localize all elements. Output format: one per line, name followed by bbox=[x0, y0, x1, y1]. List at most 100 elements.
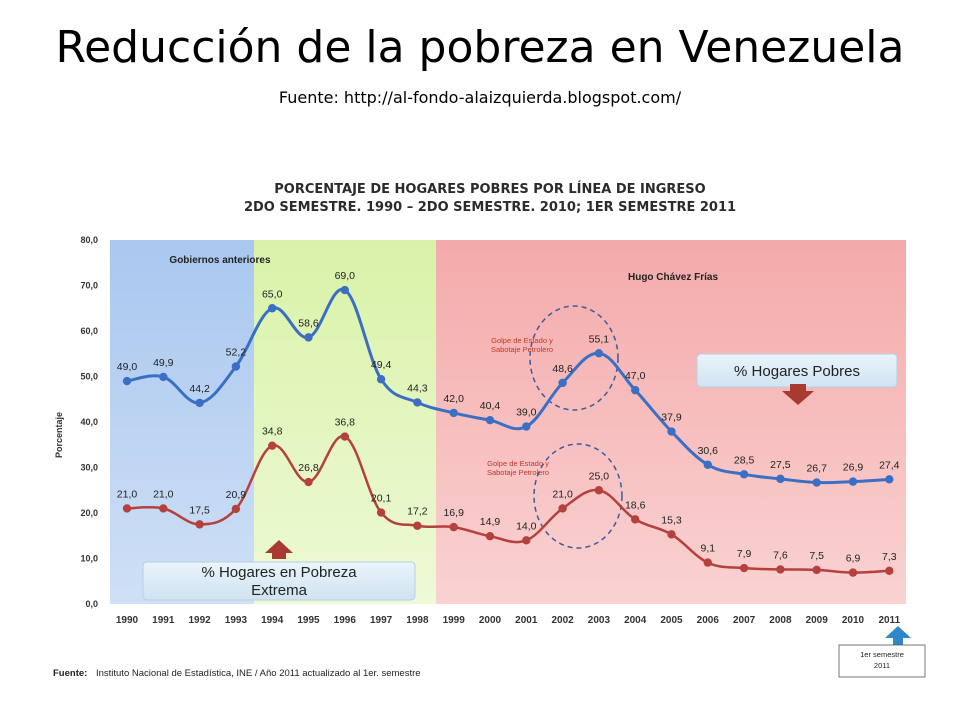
data-label-s1-1990: 21,0 bbox=[117, 488, 138, 500]
x-tick-label: 2002 bbox=[551, 615, 574, 626]
legend-label-poor: % Hogares Pobres bbox=[734, 363, 860, 380]
source-note: Fuente: Instituto Nacional de Estadístic… bbox=[53, 668, 421, 679]
data-point-s1-2011 bbox=[885, 566, 894, 575]
source-text: Instituto Nacional de Estadística, INE /… bbox=[96, 668, 421, 679]
data-point-s0-1995 bbox=[304, 333, 313, 342]
data-point-s0-1991 bbox=[159, 372, 168, 382]
data-label-s0-2004: 47,0 bbox=[625, 370, 646, 382]
data-label-s1-2008: 7,6 bbox=[773, 549, 788, 561]
data-point-s0-2000 bbox=[485, 415, 495, 425]
data-label-s1-2000: 14,9 bbox=[480, 516, 501, 528]
highlight-circle-poor-2003 bbox=[529, 305, 619, 411]
data-label-s0-2003: 55,1 bbox=[589, 333, 610, 345]
data-label-s1-1993: 20,9 bbox=[226, 489, 247, 501]
data-label-s0-2005: 37,9 bbox=[661, 412, 682, 424]
x-tick-label: 2009 bbox=[806, 615, 829, 626]
data-label-s1-1998: 17,2 bbox=[407, 506, 428, 518]
data-label-s0-1997: 49,4 bbox=[371, 359, 392, 371]
data-label-s1-1994: 34,8 bbox=[262, 426, 283, 438]
data-label-s1-2007: 7,9 bbox=[737, 548, 752, 560]
legend-label-extreme-line1: % Hogares en Pobreza bbox=[201, 564, 357, 581]
data-point-s1-2000 bbox=[485, 532, 495, 541]
data-point-s1-2009 bbox=[812, 565, 821, 575]
data-point-s1-2003 bbox=[594, 486, 604, 495]
data-point-s0-1997 bbox=[376, 375, 386, 384]
x-tick-label: 1991 bbox=[152, 615, 175, 626]
data-label-s1-2009: 7,5 bbox=[809, 550, 824, 562]
data-point-s0-1994 bbox=[268, 304, 277, 313]
data-point-s0-2002 bbox=[558, 378, 567, 388]
data-label-s1-2002: 21,0 bbox=[552, 488, 573, 500]
data-label-s1-1995: 26,8 bbox=[298, 462, 319, 474]
y-tick-label: 20,0 bbox=[80, 508, 98, 518]
y-tick-label: 70,0 bbox=[80, 281, 98, 291]
data-label-s0-2010: 26,9 bbox=[843, 462, 864, 474]
data-label-s0-2009: 26,7 bbox=[806, 463, 827, 475]
data-label-s0-2008: 27,5 bbox=[770, 459, 791, 471]
data-point-s0-2001 bbox=[522, 422, 531, 431]
data-point-s1-1998 bbox=[413, 521, 422, 530]
x-tick-label: 2007 bbox=[733, 615, 756, 626]
data-label-s0-1998: 44,3 bbox=[407, 382, 428, 394]
data-label-s1-2005: 15,3 bbox=[661, 514, 682, 526]
data-label-s0-1993: 52,2 bbox=[226, 346, 247, 358]
data-point-s0-1992 bbox=[195, 398, 204, 408]
data-label-s1-1997: 20,1 bbox=[371, 493, 392, 505]
arrow-up-icon bbox=[265, 540, 293, 559]
data-label-s1-1992: 17,5 bbox=[189, 504, 210, 516]
data-point-s1-2004 bbox=[631, 515, 640, 524]
period-band-gobiernos-anteriores bbox=[110, 240, 254, 604]
source-prefix: Fuente: bbox=[53, 668, 87, 679]
data-point-s1-2010 bbox=[848, 568, 858, 577]
arrow-down-icon bbox=[782, 384, 814, 405]
data-point-s0-2007 bbox=[739, 470, 749, 479]
data-label-s1-2011: 7,3 bbox=[882, 551, 897, 563]
data-label-s0-1990: 49,0 bbox=[117, 361, 138, 373]
x-tick-label: 1990 bbox=[116, 615, 139, 626]
legend-label-extreme-line2: Extrema bbox=[251, 582, 308, 599]
series-line-1 bbox=[126, 435, 890, 574]
legend-box-extreme bbox=[142, 561, 416, 601]
data-point-s0-1999 bbox=[449, 408, 458, 418]
data-point-s0-2009 bbox=[812, 478, 821, 487]
data-point-s1-1994 bbox=[268, 441, 277, 450]
note-line1: 1er semestre bbox=[860, 650, 904, 659]
data-label-s0-1995: 58,6 bbox=[298, 317, 319, 329]
period-band-hugo-chavez bbox=[436, 240, 906, 604]
data-label-s1-1996: 36,8 bbox=[335, 417, 356, 429]
y-axis-label: Porcentaje bbox=[54, 412, 64, 458]
data-point-s1-2006 bbox=[703, 558, 712, 567]
data-label-s1-1999: 16,9 bbox=[443, 507, 464, 519]
data-point-s1-1993 bbox=[231, 504, 241, 514]
data-label-s0-1996: 69,0 bbox=[335, 270, 356, 282]
x-tick-label: 2006 bbox=[697, 615, 720, 626]
data-point-s0-2008 bbox=[776, 474, 785, 484]
data-label-s0-1992: 44,2 bbox=[189, 383, 210, 395]
x-tick-label: 1993 bbox=[225, 615, 248, 626]
x-tick-label: 2003 bbox=[588, 615, 611, 626]
x-tick-label: 1996 bbox=[334, 615, 357, 626]
data-label-s0-1991: 49,9 bbox=[153, 357, 174, 369]
data-point-s0-2010 bbox=[848, 477, 858, 486]
slide-title: Reducción de la pobreza en Venezuela bbox=[55, 22, 905, 73]
x-tick-label: 2005 bbox=[660, 615, 683, 626]
data-point-s1-1991 bbox=[159, 504, 168, 513]
data-label-s0-1999: 42,0 bbox=[443, 393, 464, 405]
data-label-s0-2001: 39,0 bbox=[516, 407, 537, 419]
x-tick-label: 1995 bbox=[297, 615, 320, 626]
y-tick-label: 30,0 bbox=[80, 463, 98, 473]
data-point-s1-1999 bbox=[449, 522, 458, 532]
data-point-s0-2004 bbox=[631, 385, 640, 395]
data-point-s1-2001 bbox=[522, 536, 531, 545]
data-label-s0-2002: 48,6 bbox=[552, 363, 573, 375]
data-point-s1-1995 bbox=[304, 477, 313, 487]
data-label-s0-2006: 30,6 bbox=[698, 445, 719, 457]
note-box-2011 bbox=[838, 644, 926, 678]
data-point-s1-1996 bbox=[340, 432, 349, 441]
data-point-s0-1993 bbox=[231, 362, 241, 371]
y-tick-label: 0,0 bbox=[85, 599, 98, 609]
arrow-up-2011-icon bbox=[885, 626, 911, 645]
data-point-s0-1998 bbox=[413, 398, 422, 407]
chart-title-line1: PORCENTAJE DE HOGARES POBRES POR LÍNEA D… bbox=[274, 181, 705, 197]
data-label-s1-2006: 9,1 bbox=[700, 543, 715, 555]
